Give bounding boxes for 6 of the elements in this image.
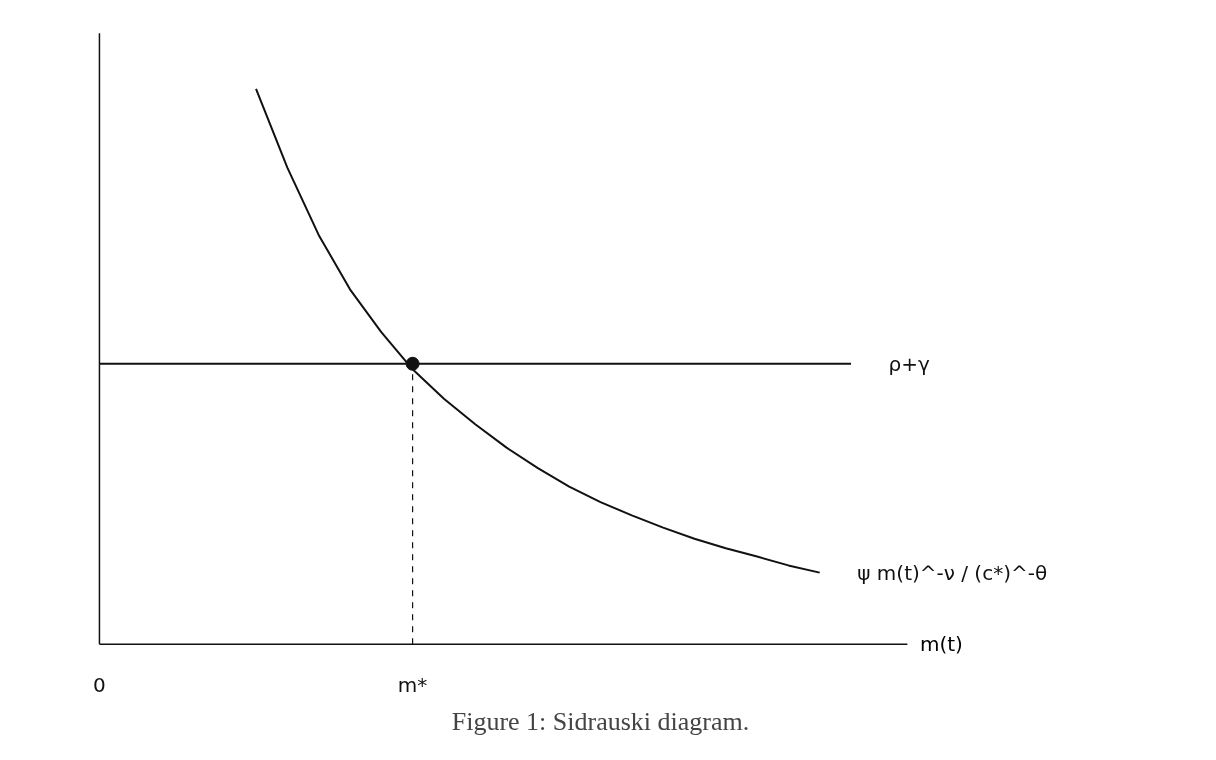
series-label: ρ+γ <box>888 351 931 376</box>
series-label: ψ m(t)^-ν / (c*)^-θ <box>857 560 1048 585</box>
x-axis-title: m(t) <box>919 632 963 657</box>
x-tick-label: 0 <box>93 672 106 697</box>
caption: Figure 1: Sidrauski diagram. <box>451 706 750 736</box>
x-tick-label: m* <box>397 672 428 697</box>
